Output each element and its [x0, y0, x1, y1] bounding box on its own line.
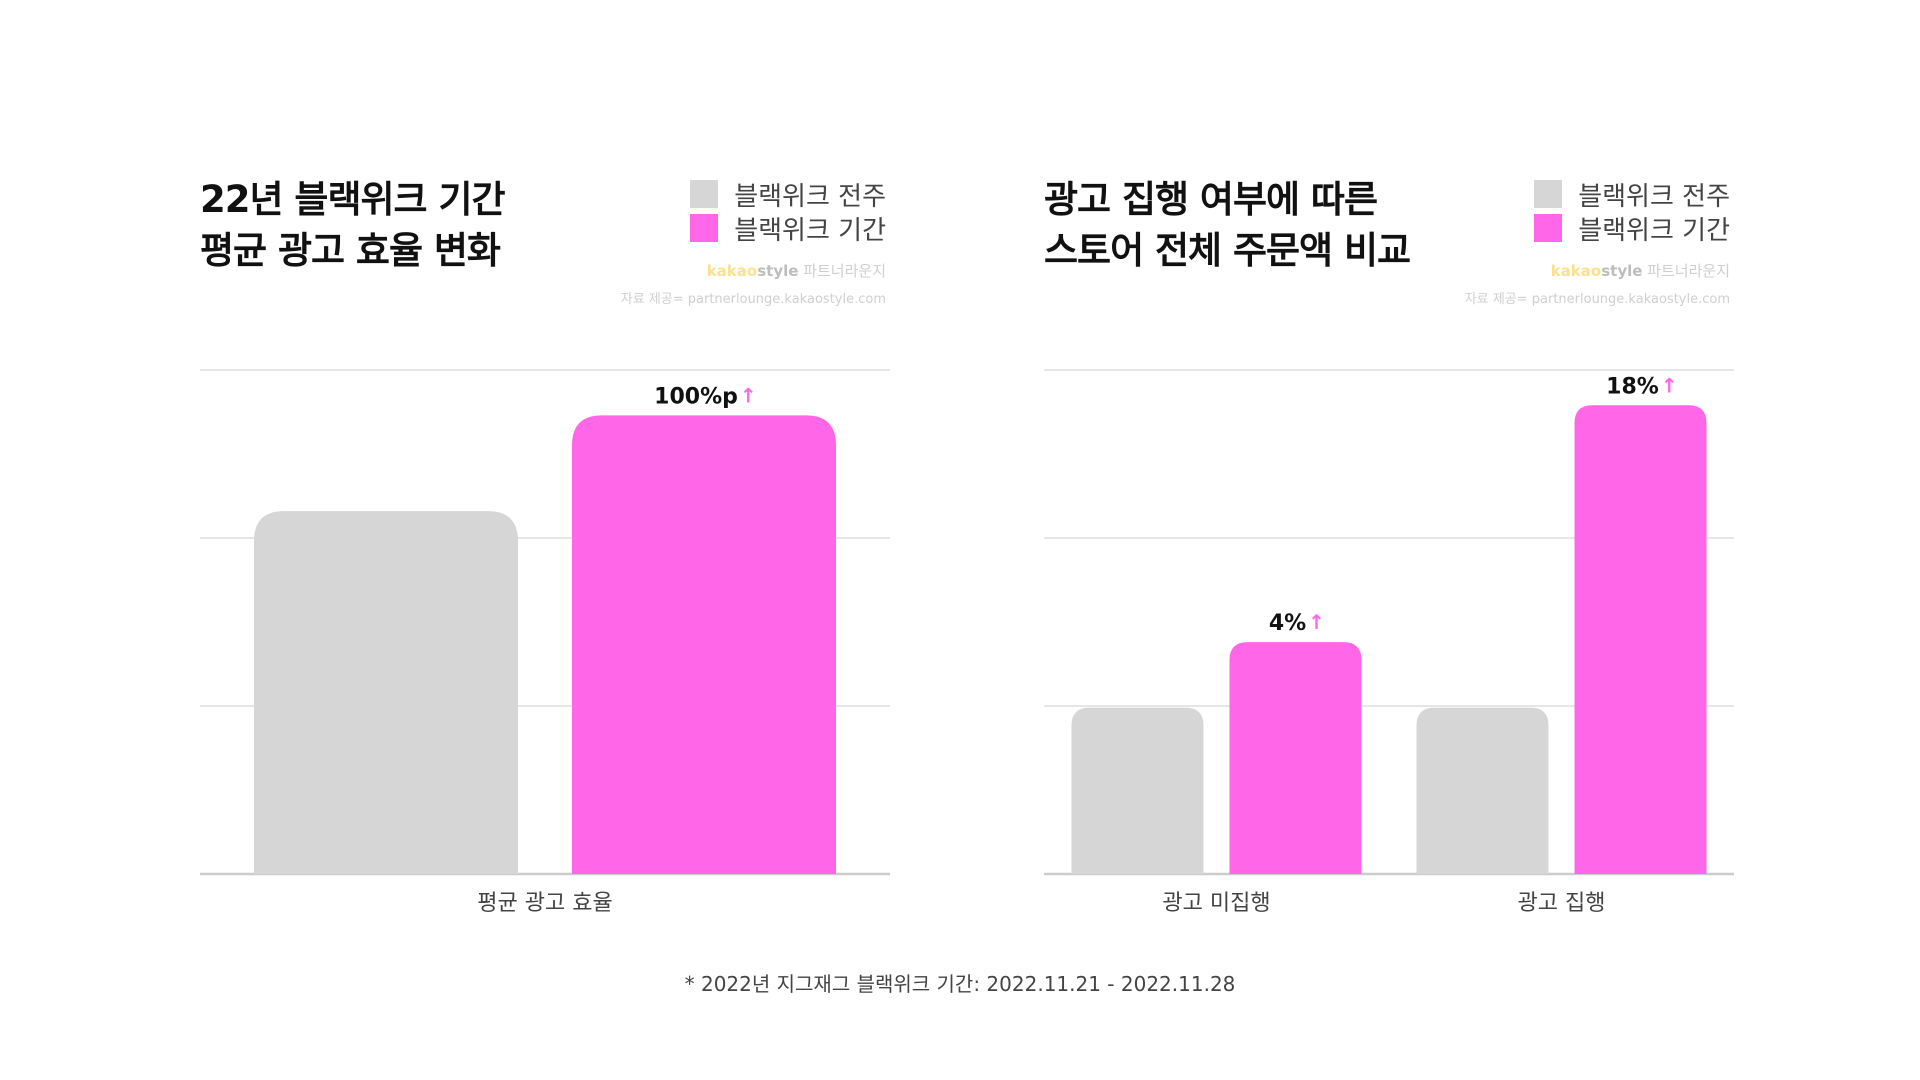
legend-item-during: 블랙위크 기간	[690, 211, 886, 246]
up-arrow-icon: ↑	[740, 383, 757, 407]
legend: 블랙위크 전주 블랙위크 기간	[1534, 177, 1730, 246]
bar-during	[1574, 405, 1707, 874]
x-tick-label: 광고 집행	[1518, 891, 1606, 916]
x-tick-label: 광고 미집행	[1162, 891, 1270, 916]
legend-item-during: 블랙위크 기간	[1534, 211, 1730, 246]
chart-panel-ad-efficiency: 22년 블랙위크 기간 평균 광고 효율 변화 블랙위크 전주 블랙위크 기간 …	[200, 0, 900, 960]
legend-label-during: 블랙위크 기간	[1578, 215, 1730, 246]
brand-logo: kakaostyle 파트너라운지	[1551, 260, 1730, 281]
chart-title-line-1: 광고 집행 여부에 따른	[1044, 178, 1378, 221]
legend-label-before: 블랙위크 전주	[734, 181, 886, 212]
legend-label-before: 블랙위크 전주	[1578, 181, 1730, 212]
chart-title-line-1: 22년 블랙위크 기간	[200, 178, 506, 221]
bar-before	[254, 511, 518, 874]
chart-title-line-2: 평균 광고 효율 변화	[200, 229, 501, 272]
bar-during	[572, 415, 836, 874]
legend-swatch-during	[1534, 214, 1563, 242]
bar-before	[1416, 707, 1549, 874]
x-tick-label: 평균 광고 효율	[477, 891, 612, 916]
data-label: 4%	[1269, 611, 1306, 636]
brand-kakao: kakao	[706, 262, 758, 280]
up-arrow-icon: ↑	[1661, 373, 1678, 397]
legend-swatch-before	[690, 180, 719, 208]
chart-title: 22년 블랙위크 기간 평균 광고 효율 변화	[200, 174, 506, 276]
legend-item-before: 블랙위크 전주	[690, 177, 886, 212]
legend-swatch-before	[1534, 180, 1563, 208]
brand-kakao: kakao	[1550, 262, 1602, 280]
brand-partner: 파트너라운지	[798, 262, 886, 280]
bar-before	[1071, 707, 1204, 874]
legend-item-before: 블랙위크 전주	[1534, 177, 1730, 212]
legend-label-during: 블랙위크 기간	[734, 215, 886, 246]
data-label: 100%p	[654, 384, 738, 409]
brand-logo: kakaostyle 파트너라운지	[707, 260, 886, 281]
bar-during	[1229, 642, 1362, 874]
chart-title-line-2: 스토어 전체 주문액 비교	[1044, 229, 1411, 272]
legend: 블랙위크 전주 블랙위크 기간	[690, 177, 886, 246]
source-credit: 자료 제공= partnerlounge.kakaostyle.com	[1464, 292, 1730, 307]
footnote: * 2022년 지그재그 블랙위크 기간: 2022.11.21 - 2022.…	[684, 972, 1236, 996]
chart-title: 광고 집행 여부에 따른 스토어 전체 주문액 비교	[1044, 174, 1411, 276]
chart-panel-order-amount: 광고 집행 여부에 따른 스토어 전체 주문액 비교 블랙위크 전주 블랙위크 …	[1044, 0, 1744, 960]
brand-style: style	[757, 262, 799, 280]
up-arrow-icon: ↑	[1308, 610, 1325, 634]
legend-swatch-during	[690, 214, 719, 242]
brand-partner: 파트너라운지	[1642, 262, 1730, 280]
brand-style: style	[1601, 262, 1643, 280]
source-credit: 자료 제공= partnerlounge.kakaostyle.com	[620, 292, 886, 307]
bar-chart-ad-efficiency: 100%p ↑ 평균 광고 효율	[200, 369, 890, 916]
data-label: 18%	[1606, 374, 1659, 399]
